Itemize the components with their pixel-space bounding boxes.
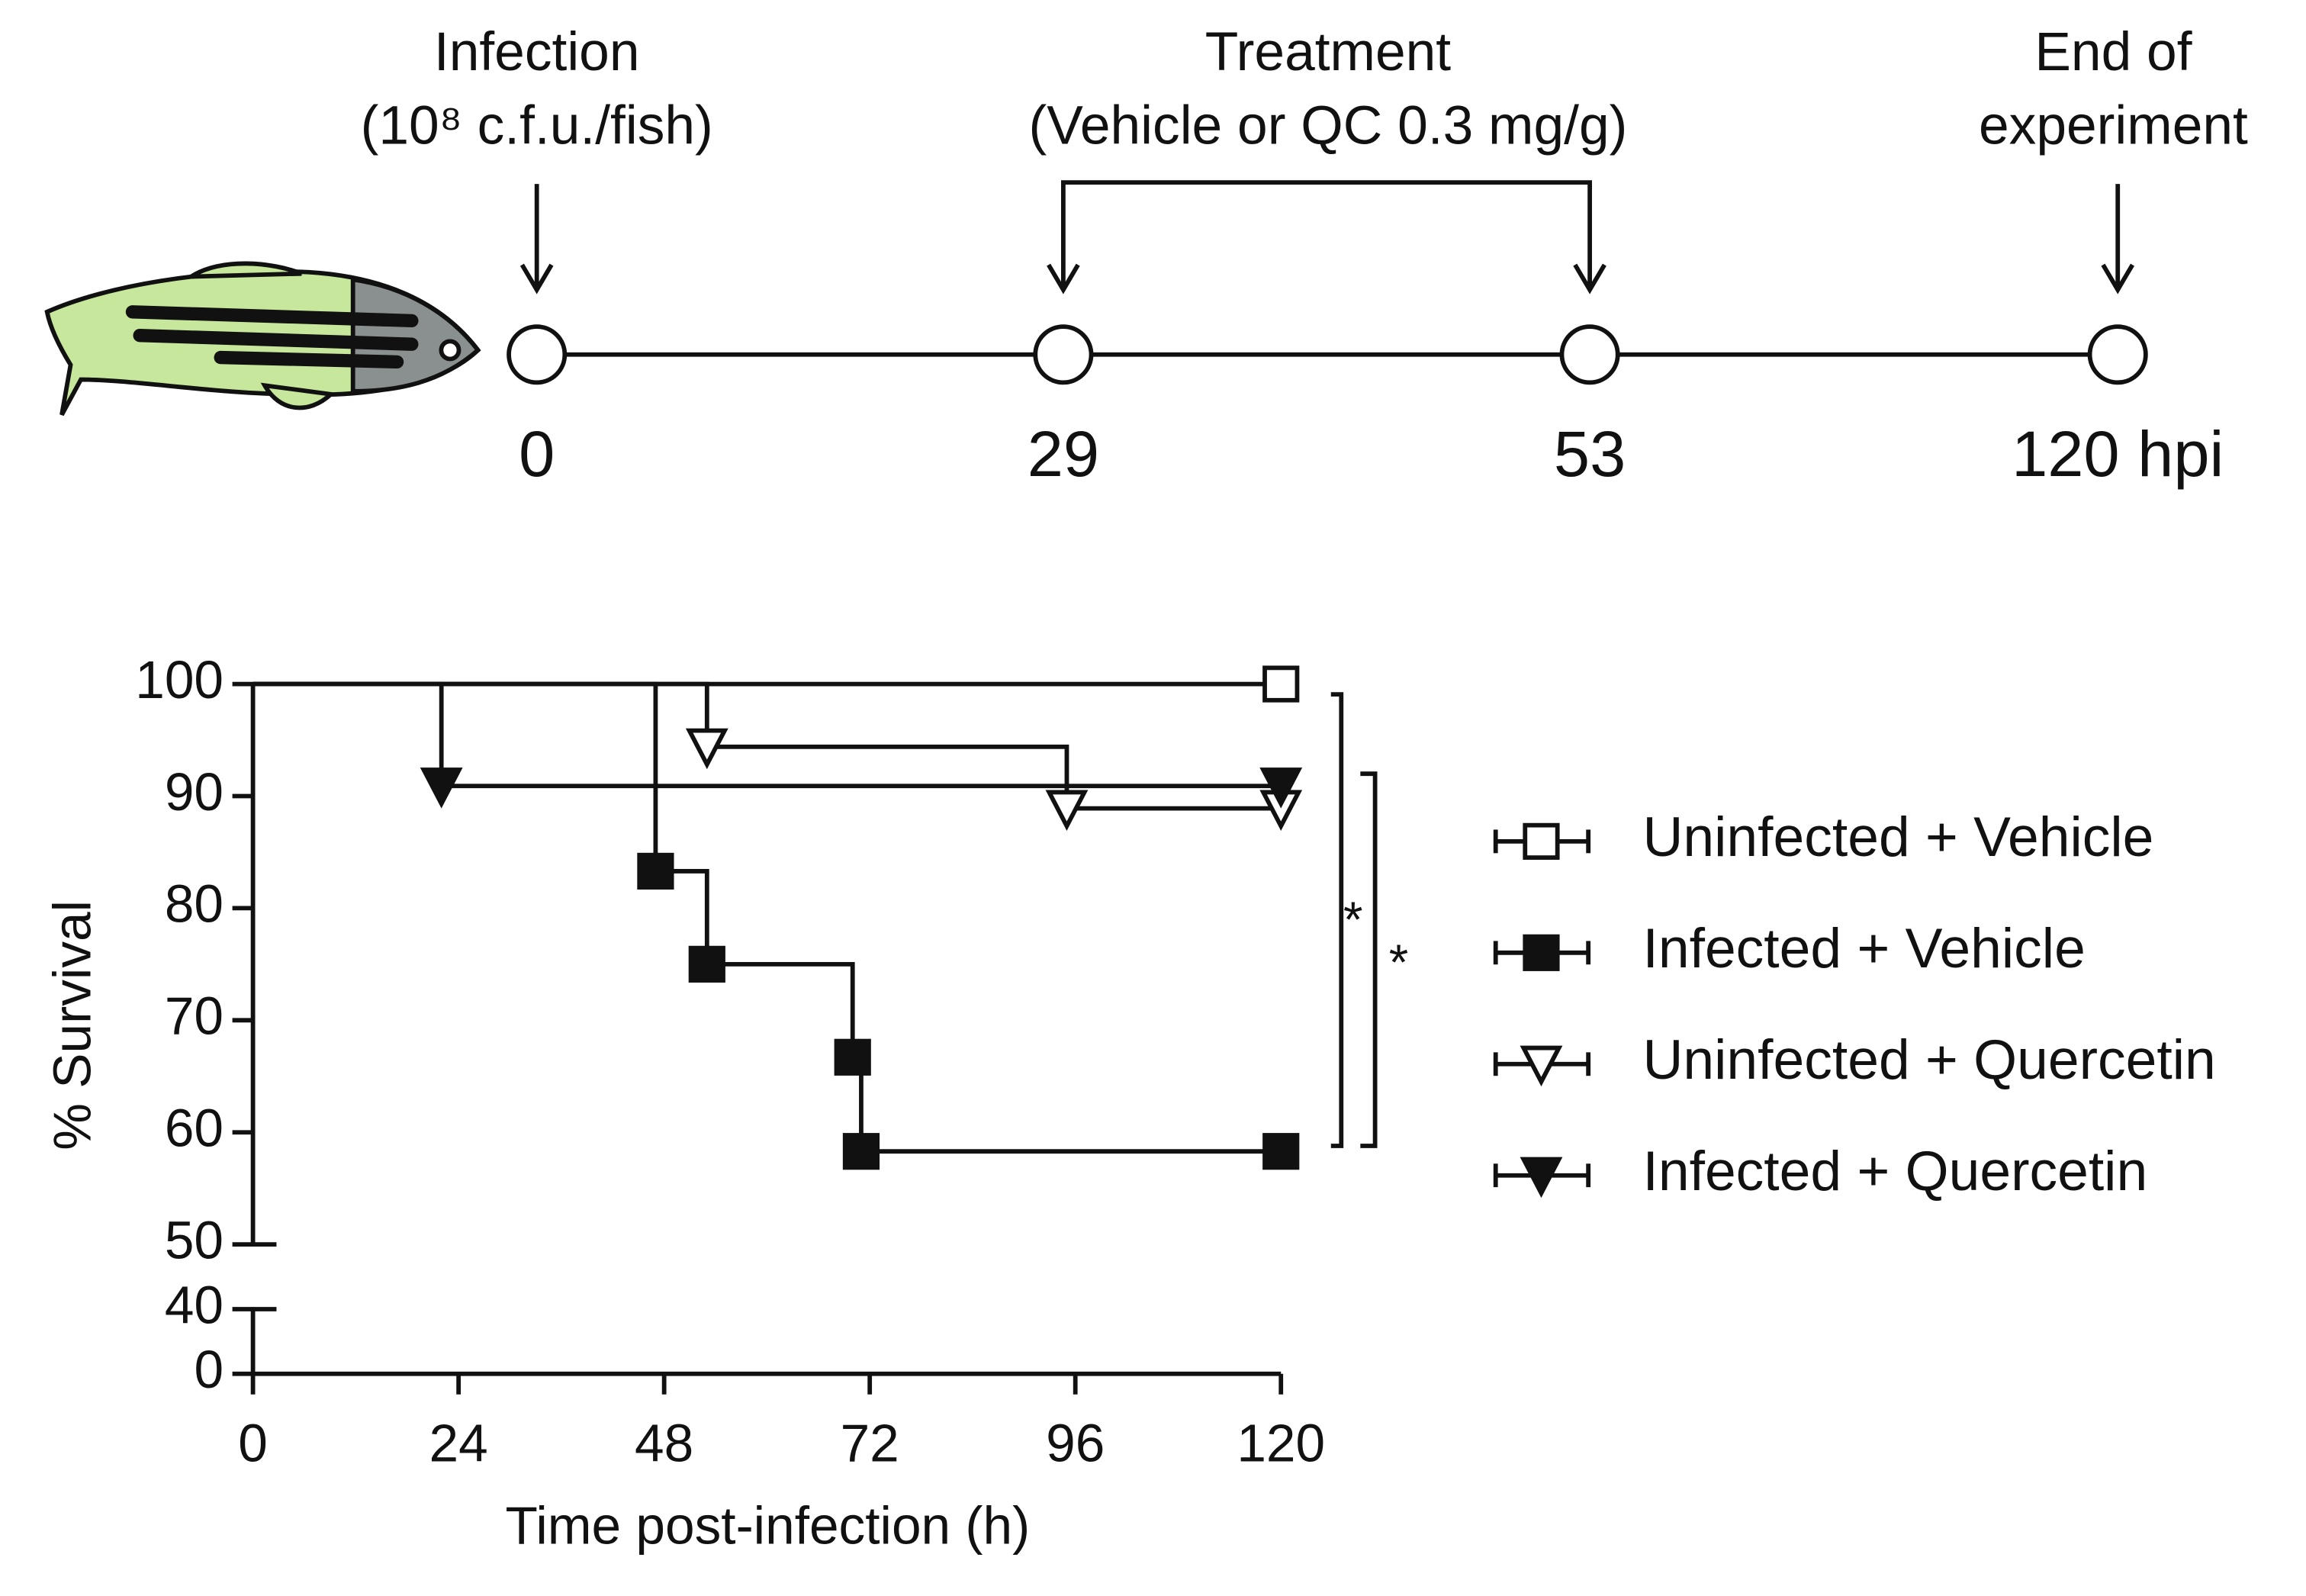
legend-marker <box>1523 934 1560 971</box>
legend-label: Uninfected + Vehicle <box>1643 806 2154 868</box>
event-title: End of <box>2034 21 2192 82</box>
y-tick-label: 70 <box>165 986 224 1046</box>
y-tick-label: 50 <box>165 1210 224 1269</box>
survival-marker <box>842 1133 880 1170</box>
bracket-arrow <box>1047 180 1606 294</box>
legend-marker <box>1520 1045 1563 1087</box>
timeline-node <box>2087 324 2148 385</box>
legend-marker <box>1523 822 1560 860</box>
x-axis-label: Time post-infection (h) <box>506 1495 1031 1555</box>
survival-line <box>252 681 1282 789</box>
timepoint: 29 <box>1028 417 1099 490</box>
event-detail: (Vehicle or QC 0.3 mg/g) <box>1028 95 1627 156</box>
timeline-node <box>1559 324 1620 385</box>
legend-label: Infected + Vehicle <box>1643 917 2086 980</box>
y-tick-label: 100 <box>135 650 224 710</box>
y-tick-label: 60 <box>165 1099 224 1158</box>
x-tick-label: 24 <box>429 1414 488 1473</box>
timepoint: 120 hpi <box>2012 417 2224 490</box>
survival-marker <box>420 767 463 809</box>
survival-marker <box>1262 1133 1300 1170</box>
survival-marker <box>637 852 674 890</box>
zebrafish-icon <box>44 261 481 417</box>
event-title: Infection <box>434 21 640 82</box>
x-tick-label: 96 <box>1046 1414 1105 1473</box>
y-tick-label: 80 <box>165 874 224 934</box>
timepoint: 53 <box>1554 417 1626 490</box>
legend-label: Infected + Quercetin <box>1643 1140 2148 1202</box>
y-axis-label: % Survival <box>43 900 102 1150</box>
survival-marker <box>1045 790 1089 832</box>
survival-marker <box>1259 767 1303 809</box>
y-tick-label: 0 <box>194 1340 224 1399</box>
timeline-node <box>507 324 568 385</box>
event-detail: experiment <box>1979 95 2248 156</box>
survival-marker <box>1262 665 1300 703</box>
significance-bracket <box>1330 692 1378 1148</box>
arrow <box>519 184 554 294</box>
x-tick-label: 48 <box>635 1414 693 1473</box>
arrow <box>2101 184 2134 294</box>
event-detail: (10⁸ c.f.u./fish) <box>361 95 713 156</box>
survival-marker <box>688 945 725 983</box>
significance-mark: * <box>1389 935 1409 990</box>
survival-line <box>252 681 1282 811</box>
x-tick-label: 0 <box>238 1414 268 1473</box>
timeline-node <box>1033 324 1094 385</box>
survival-marker <box>834 1038 871 1076</box>
survival-marker <box>685 728 728 770</box>
event-title: Treatment <box>1205 21 1452 82</box>
x-tick-label: 120 <box>1237 1414 1325 1473</box>
timeline: Infection (10⁸ c.f.u./fish) Treatment (V… <box>361 21 2248 490</box>
significance-mark: * <box>1343 892 1363 948</box>
y-tick-label: 90 <box>165 762 224 822</box>
x-tick-label: 72 <box>841 1414 899 1473</box>
y-tick-label: 40 <box>165 1275 224 1334</box>
timepoint: 0 <box>519 417 555 490</box>
legend-label: Uninfected + Quercetin <box>1643 1028 2216 1091</box>
legend-marker <box>1520 1157 1563 1199</box>
survival-line <box>252 681 1282 1154</box>
